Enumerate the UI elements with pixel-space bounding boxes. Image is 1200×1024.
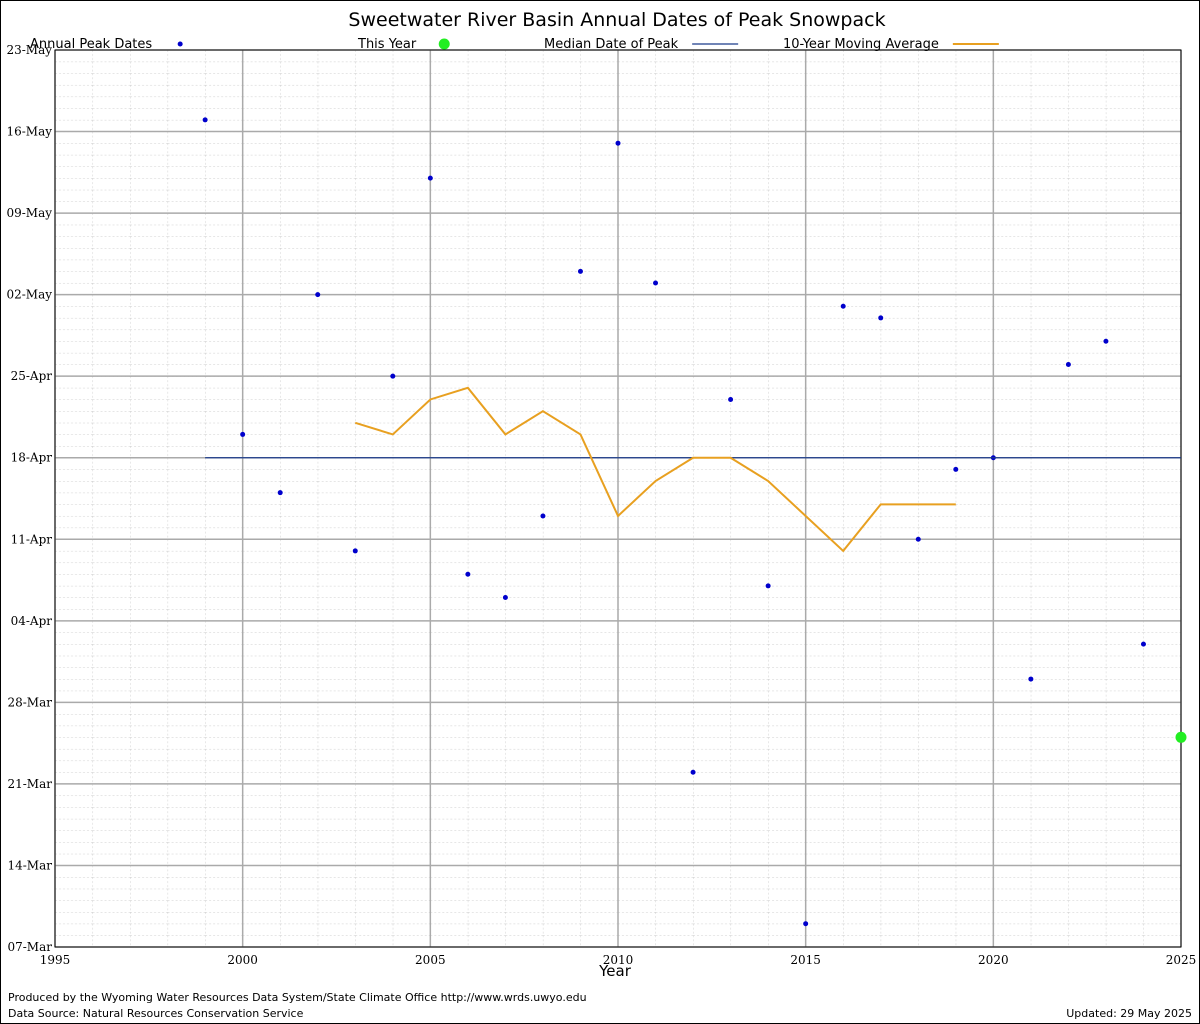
point — [915, 536, 921, 542]
legend-marker — [177, 41, 183, 47]
point — [540, 513, 546, 519]
point — [953, 466, 959, 472]
point — [1175, 731, 1187, 743]
legend-label: This Year — [357, 37, 417, 52]
point — [653, 280, 659, 286]
chart-title: Sweetwater River Basin Annual Dates of P… — [348, 9, 885, 31]
point — [315, 292, 321, 298]
point — [465, 571, 471, 577]
point — [202, 117, 208, 123]
point — [840, 303, 846, 309]
point — [615, 140, 621, 146]
y-tick-label: 02-May — [6, 288, 52, 302]
point — [728, 396, 734, 402]
y-tick-label: 16-May — [6, 125, 52, 139]
legend-marker — [438, 38, 450, 50]
legend-label: 10-Year Moving Average — [783, 37, 939, 52]
legend-label: Median Date of Peak — [544, 37, 679, 52]
x-tick-label: 2000 — [227, 953, 258, 967]
x-tick-label: 2015 — [790, 953, 821, 967]
plot-border — [54, 49, 1182, 948]
y-tick-label: 25-Apr — [11, 369, 53, 383]
footer: Updated: 29 May 2025 — [1066, 1007, 1192, 1020]
x-tick-label: 2005 — [415, 953, 446, 967]
x-tick-label: 2010 — [603, 953, 634, 967]
footer: Data Source: Natural Resources Conservat… — [8, 1007, 304, 1020]
point — [427, 175, 433, 181]
x-tick-label: 1995 — [40, 953, 71, 967]
point — [765, 583, 771, 589]
point — [690, 769, 696, 775]
point — [803, 921, 809, 927]
x-tick-label: 2025 — [1166, 953, 1197, 967]
y-tick-label: 14-Mar — [7, 858, 52, 872]
point — [240, 431, 246, 437]
y-tick-label: 18-Apr — [11, 451, 53, 465]
point — [878, 315, 884, 321]
point — [1028, 676, 1034, 682]
x-tick-label: 2020 — [978, 953, 1009, 967]
point — [1103, 338, 1109, 344]
y-tick-label: 07-Mar — [7, 940, 52, 954]
y-tick-label: 11-Apr — [11, 532, 53, 546]
y-tick-label: 28-Mar — [7, 695, 52, 709]
y-tick-label: 21-Mar — [7, 777, 52, 791]
point — [577, 268, 583, 274]
point — [1140, 641, 1146, 647]
y-tick-label: 09-May — [6, 206, 52, 220]
point — [1065, 362, 1071, 368]
line — [354, 386, 956, 553]
point — [352, 548, 358, 554]
x-axis-label: Year — [598, 962, 632, 980]
y-tick-label: 23-May — [6, 43, 52, 57]
point — [277, 490, 283, 496]
point — [390, 373, 396, 379]
point — [502, 595, 508, 601]
legend-label: Annual Peak Dates — [30, 37, 152, 52]
y-tick-label: 04-Apr — [11, 614, 53, 628]
footer: Produced by the Wyoming Water Resources … — [8, 991, 587, 1004]
